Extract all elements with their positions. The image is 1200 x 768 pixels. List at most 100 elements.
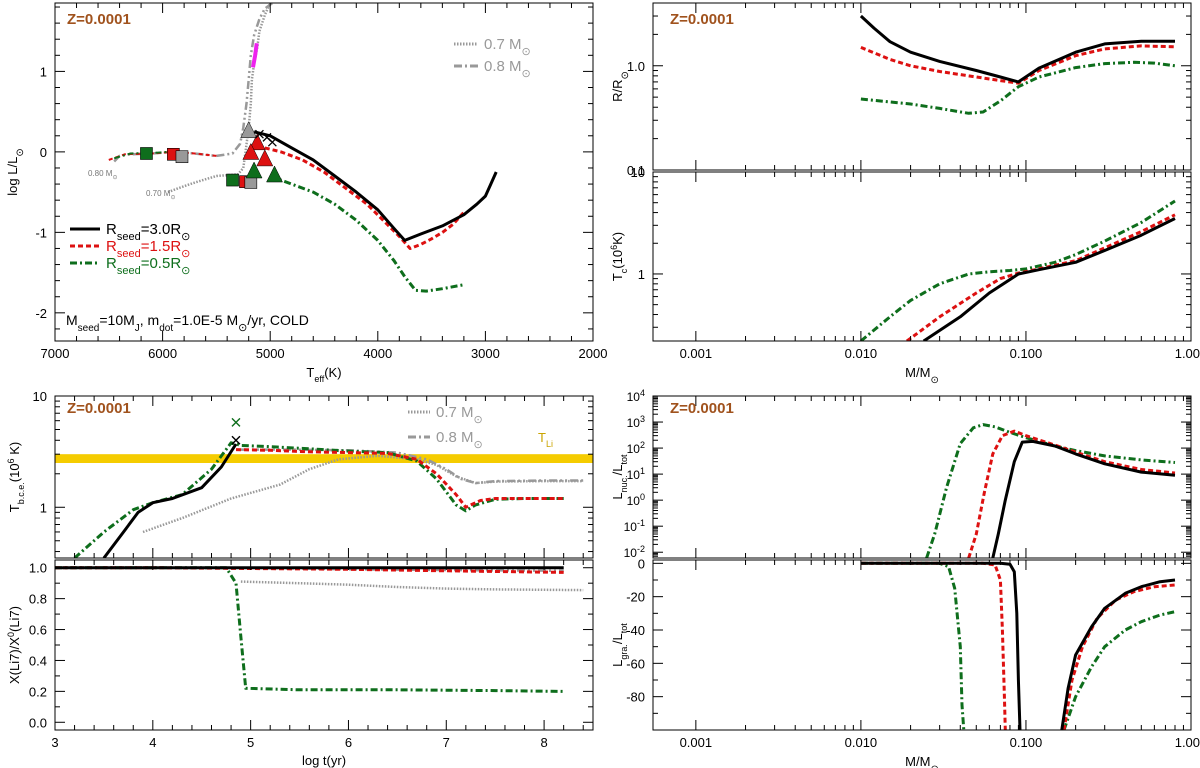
lnuc-series-r-seed-0-5r-sun [925, 423, 1176, 558]
hr-ytick-label: 0 [40, 145, 47, 160]
hr-xtick-label: 5000 [256, 346, 285, 361]
hr-annotation: Mseed=10MJ, mdot=1.0E-5 M⊙/yr, COLD [66, 312, 309, 334]
lgra-ytick-label: -20 [626, 590, 645, 605]
hr-legend-text-rseed-3.0: Rseed=3.0R⊙ [106, 221, 190, 243]
tbce-series-r-seed-1-5r-sun [235, 448, 564, 509]
lnuc-ytick-label: 101 [627, 466, 645, 482]
li7-ytick-label: 0.4 [29, 653, 47, 668]
lnuc-plot-area [925, 423, 1176, 558]
hr-legend-text-rseed-0.5: Rseed=0.5R⊙ [106, 255, 190, 277]
hr-ylabel: log L/L⊙ [5, 148, 26, 195]
hr-ytick-label: 1 [40, 64, 47, 79]
tbce-series-0-8-m-sun [240, 448, 584, 485]
lnuc-ytick-label: 103 [627, 414, 645, 430]
hr-xtick-label: 3000 [471, 346, 500, 361]
tbce-ytick-label: 1 [40, 500, 47, 515]
hr-title: Z=0.0001 [67, 11, 131, 28]
radius-plot-area [859, 14, 1176, 115]
lgra-xtick-label: 0.100 [1010, 735, 1043, 750]
hr-xtick-label: 7000 [41, 346, 70, 361]
tbce-plot-area [55, 417, 593, 558]
hr-xtick-label: 4000 [363, 346, 392, 361]
tc-ytick-label: 10 [631, 165, 645, 180]
li7-plot-area [55, 566, 584, 693]
lgra-frame [652, 559, 1192, 731]
lnuc-ylabel: Lnuc./Ltot [610, 454, 629, 500]
tbce-legend-gray-08-text: 0.8 M⊙ [436, 429, 483, 451]
lnuc-ytick-label: 104 [627, 388, 645, 404]
tc-xtick-label: 0.010 [845, 346, 878, 361]
li7-xtick-label: 8 [540, 735, 547, 750]
hr-xtick-label: 6000 [148, 346, 177, 361]
li7-ytick-label: 0.2 [29, 684, 47, 699]
tbce-title: Z=0.0001 [67, 400, 131, 417]
hr-magenta-segment [251, 42, 259, 68]
tbce-legend-gray-07-text: 0.7 M⊙ [436, 404, 483, 426]
tc-panel: 0.001 0.010 0.100 1.000 1 10 M/M⊙ Tc(106K) [609, 165, 1200, 386]
hr-legend-gray-07-text: 0.7 M⊙ [484, 36, 531, 58]
tc-xtick-label: 1.000 [1175, 346, 1200, 361]
tbce-panel: 1 10 Tb.c.e.(106 K) Z=0.0001 TLi 0.7 M⊙ 0.8 M⊙ [6, 389, 594, 559]
tbce-lithium-band [55, 454, 593, 463]
hr-frame [54, 2, 594, 342]
lgra-ytick-label: -40 [626, 623, 645, 638]
hr-marker-cross [254, 129, 264, 139]
tc-plot-area [859, 199, 1176, 341]
tc-ylabel: Tc(106K) [609, 232, 629, 281]
lgra-series-r-seed-3-0r-sun-after [1060, 578, 1176, 730]
lgra-series-r-seed-1-5r-sun-after [1062, 583, 1176, 730]
lnuc-series-r-seed-1-5r-sun [967, 429, 1176, 558]
radius-panel: 0.1 1.0R/R⊙ Z=0.0001 [610, 2, 1192, 178]
li7-xtick-label: 7 [443, 735, 450, 750]
lgra-ytick-label: 0 [638, 556, 645, 571]
hr-xlabel: Teff(K) [306, 365, 341, 384]
hr-ytick-label: -2 [35, 306, 47, 321]
lgra-xtick-label: 0.001 [680, 735, 713, 750]
radius-title: Z=0.0001 [670, 11, 734, 28]
radius-series-r-seed-0-5r-sun [860, 60, 1176, 115]
lnuc-title: Z=0.0001 [670, 400, 734, 417]
hr-series-r-seed-1-5r-sun [264, 146, 466, 250]
li7-xtick-label: 3 [51, 735, 58, 750]
tbce-peak-marker [231, 417, 241, 427]
hr-red-track-left [108, 150, 217, 161]
lgra-ytick-label: -80 [626, 690, 645, 705]
hr-marker-square [226, 173, 239, 187]
li7-xlabel: log t(yr) [302, 753, 346, 768]
hr-xtick-label: 2000 [579, 346, 608, 361]
li7-panel: 3 4 5 6 7 8 0.0 0.2 0.4 0.6 0.8 1.0 log t(yr) X(Li7)/… [6, 559, 594, 768]
tbce-frame [54, 395, 594, 559]
tbce-ylabel: Tb.c.e.(106 K) [6, 442, 26, 512]
tc-xtick-label: 0.100 [1010, 346, 1043, 361]
tbce-series-0-7-m-sun [142, 454, 584, 534]
lgra-series-r-seed-0-5r-sun-after [1062, 610, 1176, 730]
radius-frame [652, 2, 1192, 171]
li7-ylabel: X(Li7)/X0(Li7) [6, 606, 22, 684]
li7-ytick-label: 0.0 [29, 715, 47, 730]
lnuc-ytick-label: 102 [627, 440, 645, 456]
radius-ytick-label: 0.1 [627, 163, 645, 178]
hr-track-label-080: 0.80 M⊙ [88, 169, 118, 181]
lgra-ytick-label: -60 [626, 656, 645, 671]
lgra-xlabel: M/M⊙ [905, 754, 939, 768]
li7-series-0-7-m-sun [240, 580, 584, 592]
tc-series-r-seed-0-5r-sun [859, 199, 1176, 341]
tc-series-r-seed-3-0r-sun [922, 217, 1176, 341]
radius-series-r-seed-3-0r-sun [859, 14, 1175, 84]
hr-marker-triangle [256, 149, 274, 167]
radius-ylabel: R/R⊙ [610, 71, 631, 102]
hr-track-label-070: 0.70 M⊙ [146, 189, 176, 201]
radius-series-r-seed-1-5r-sun [860, 44, 1176, 85]
hr-marker-triangle [240, 121, 258, 139]
li7-xtick-label: 6 [345, 735, 352, 750]
hr-marker-triangle [245, 161, 263, 179]
tbce-ytick-label: 10 [33, 389, 47, 404]
lgra-xtick-label: 0.010 [845, 735, 878, 750]
lnuc-ytick-label: 10-1 [624, 518, 645, 534]
hr-marker-triangle [242, 142, 260, 160]
hr-marker-triangle [266, 165, 283, 183]
li7-ytick-label: 0.8 [29, 592, 47, 607]
tc-frame [652, 171, 1192, 342]
